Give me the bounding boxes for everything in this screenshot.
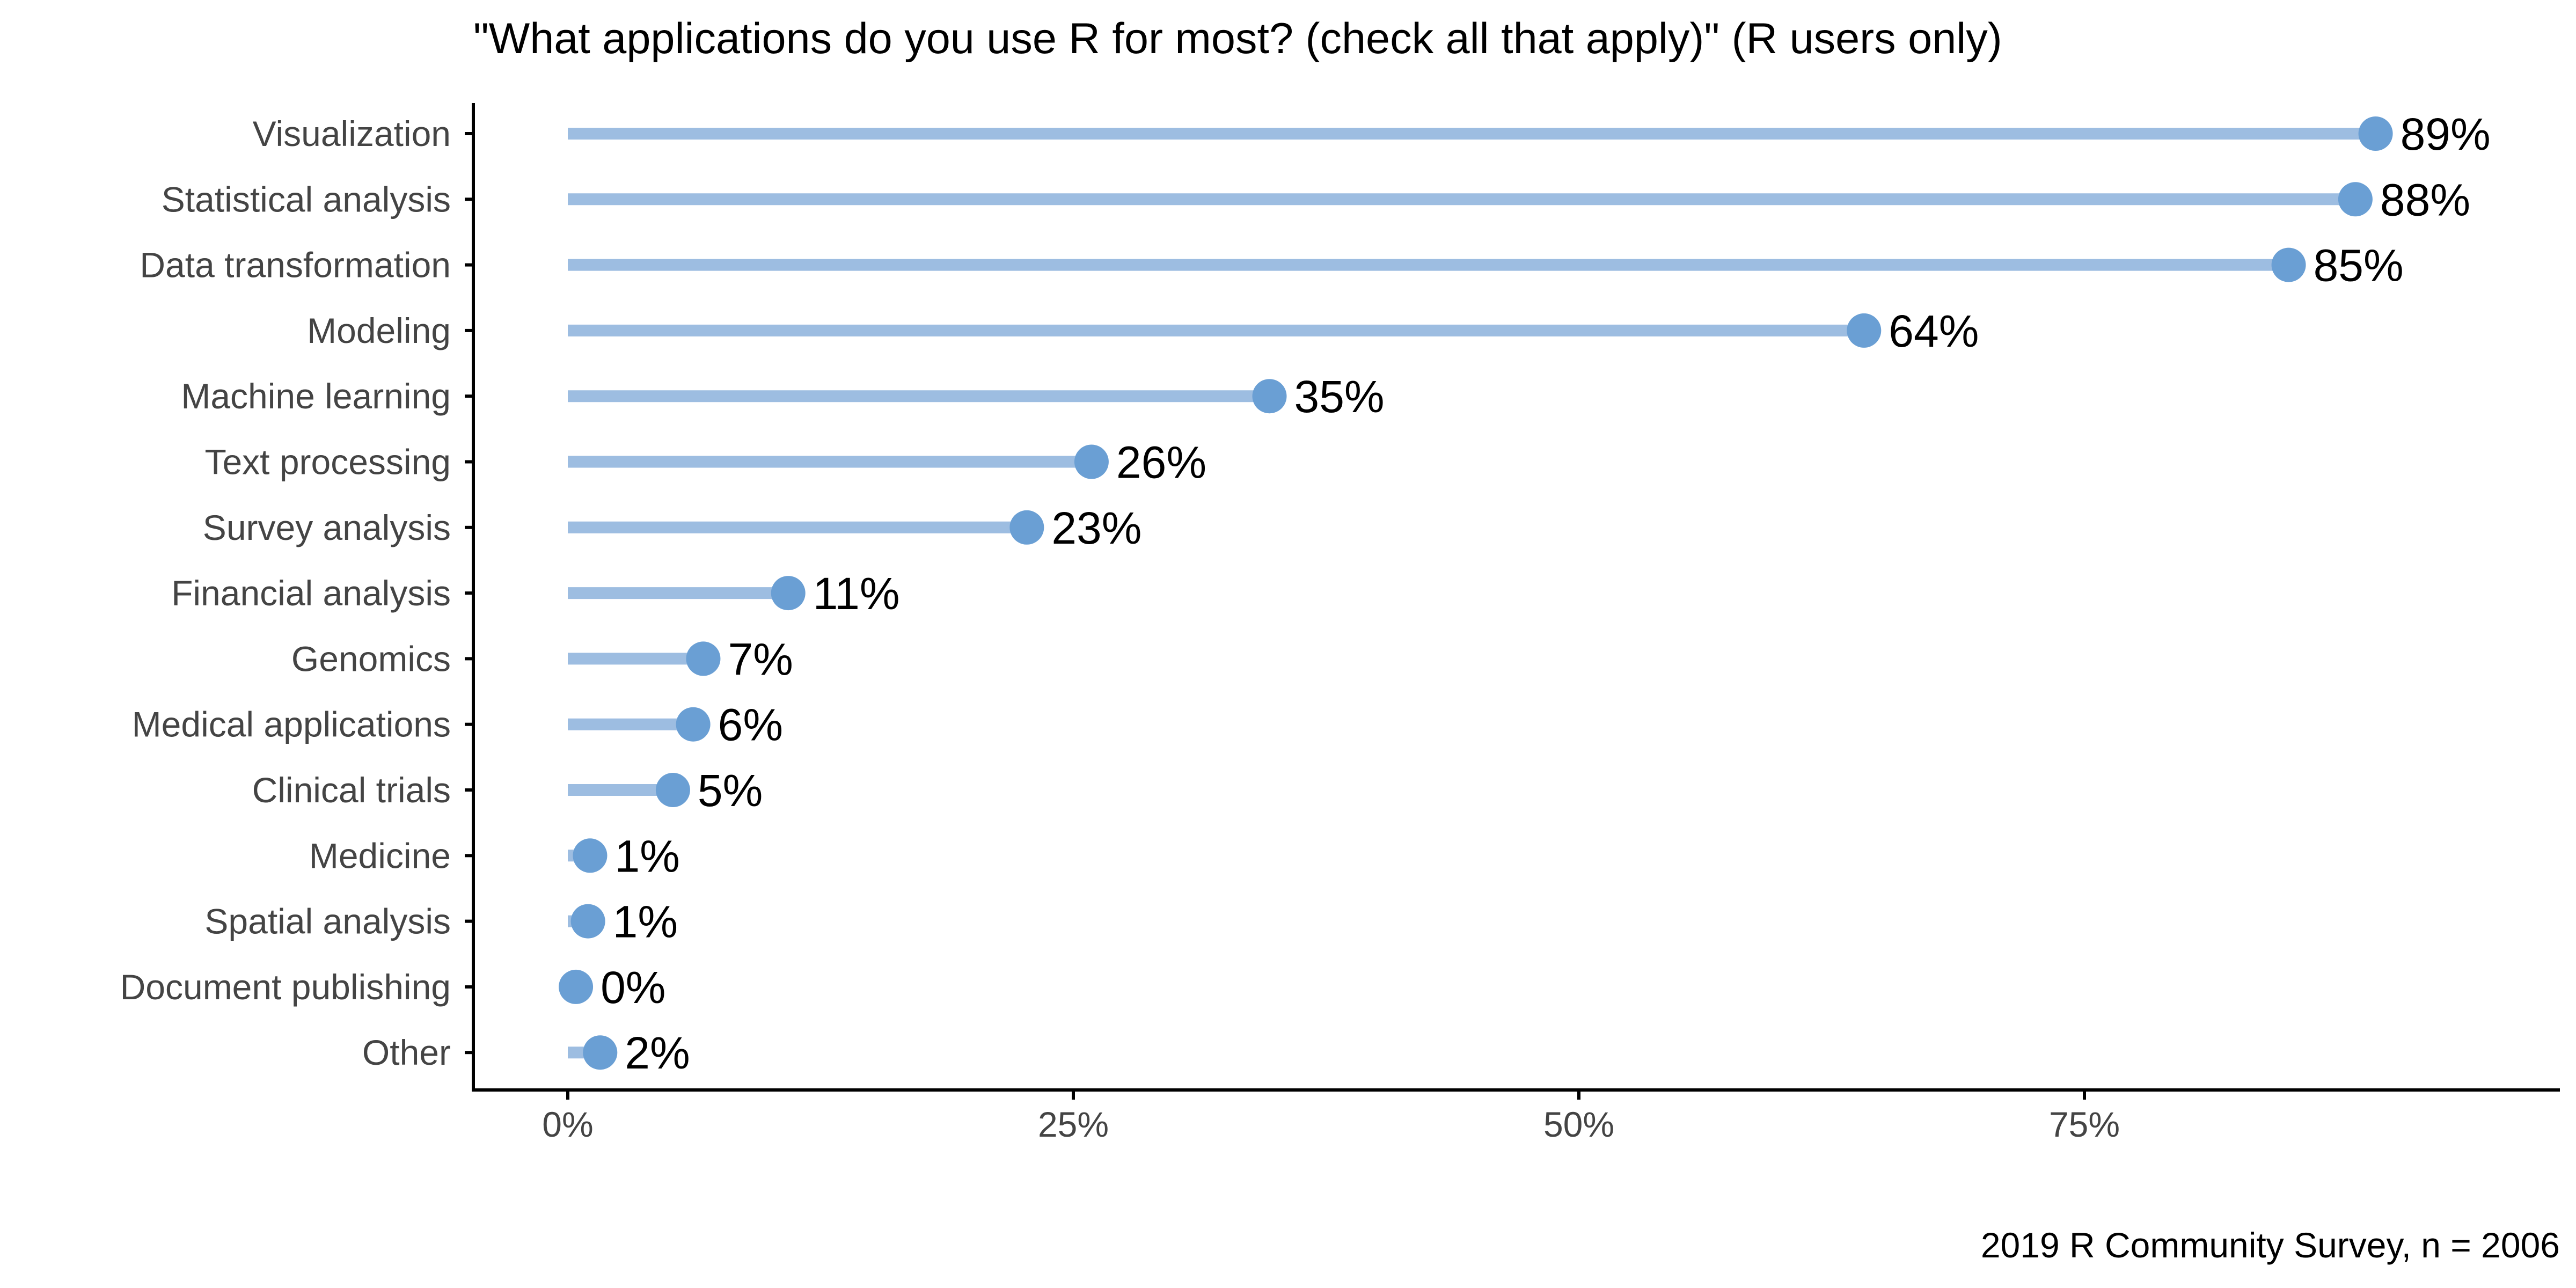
lollipop-point: [1009, 510, 1044, 545]
lollipop-point: [570, 904, 605, 939]
y-tick-label: Medical applications: [132, 705, 451, 744]
lollipop-point: [1847, 313, 1882, 348]
y-tick-label: Modeling: [307, 311, 451, 350]
value-label: 11%: [813, 568, 900, 619]
y-tick-label: Survey analysis: [203, 508, 451, 547]
lollipop-point: [686, 641, 721, 676]
y-tick-label: Other: [362, 1033, 451, 1072]
lollipop-point: [655, 773, 690, 807]
value-label: 85%: [2314, 240, 2404, 291]
y-tick-label: Statistical analysis: [162, 179, 451, 219]
value-label: 26%: [1116, 437, 1206, 488]
lollipop-point: [771, 576, 806, 611]
y-tick-label: Text processing: [204, 442, 451, 482]
y-tick-label: Financial analysis: [171, 573, 451, 613]
value-label: 5%: [698, 765, 763, 816]
lollipop-point: [2338, 182, 2373, 217]
x-tick-label: 75%: [2049, 1104, 2120, 1144]
y-tick-label: Spatial analysis: [204, 902, 451, 941]
lollipop-point: [583, 1035, 618, 1070]
y-tick-label: Medicine: [309, 836, 451, 875]
y-tick-label: Data transformation: [140, 245, 451, 285]
lollipop-point: [2271, 247, 2306, 282]
y-tick-label: Genomics: [291, 639, 451, 678]
plot-area: Visualization 89% Statistical analysis 88% D…: [120, 109, 2491, 1144]
value-label: 64%: [1889, 306, 1979, 356]
lollipop-point: [676, 707, 711, 742]
y-tick-label: Machine learning: [181, 376, 451, 416]
x-tick-label: 0%: [542, 1104, 593, 1144]
lollipop-point: [573, 838, 608, 873]
value-label: 88%: [2380, 174, 2470, 225]
value-label: 2%: [625, 1028, 690, 1078]
x-tick-label: 50%: [1543, 1104, 1614, 1144]
value-label: 35%: [1294, 371, 1384, 422]
chart-title: "What applications do you use R for most…: [473, 14, 2002, 63]
lollipop-point: [559, 969, 594, 1004]
value-label: 0%: [601, 962, 665, 1013]
y-tick-label: Document publishing: [120, 967, 451, 1007]
value-label: 1%: [613, 897, 678, 947]
value-label: 1%: [614, 831, 679, 881]
x-tick-label: 25%: [1038, 1104, 1109, 1144]
lollipop-point: [2358, 116, 2393, 151]
y-tick-label: Clinical trials: [252, 770, 451, 810]
chart-caption: 2019 R Community Survey, n = 2006: [1981, 1225, 2560, 1265]
lollipop-point: [1252, 379, 1287, 414]
value-label: 6%: [718, 700, 783, 750]
lollipop-point: [1074, 444, 1109, 479]
y-tick-label: Visualization: [253, 114, 451, 153]
value-label: 89%: [2401, 109, 2491, 159]
value-label: 23%: [1051, 503, 1141, 553]
value-label: 7%: [728, 634, 793, 684]
